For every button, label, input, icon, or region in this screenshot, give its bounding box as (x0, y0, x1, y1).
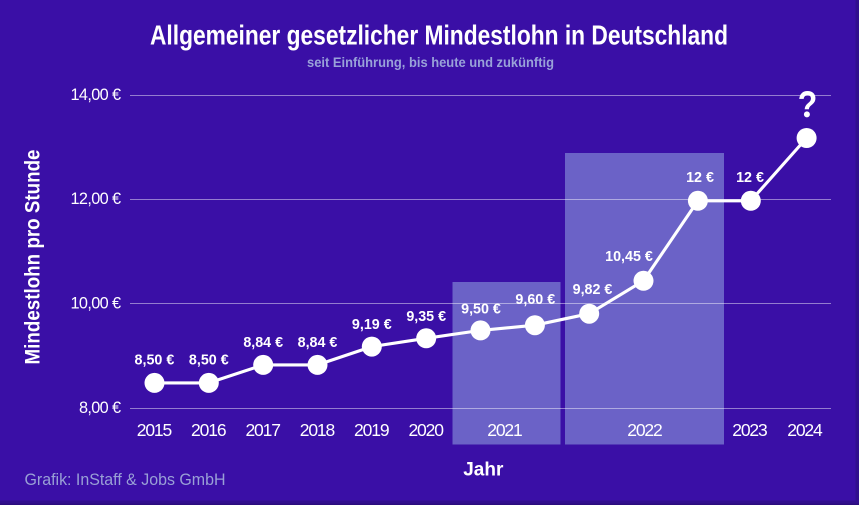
svg-text:9,50 €: 9,50 € (461, 301, 501, 317)
svg-text:2017: 2017 (245, 420, 281, 440)
svg-text:2023: 2023 (732, 420, 768, 440)
svg-text:Grafik: InStaff & Jobs GmbH: Grafik: InStaff & Jobs GmbH (25, 470, 226, 489)
svg-text:9,19 €: 9,19 € (352, 317, 392, 333)
svg-text:8,50 €: 8,50 € (135, 353, 175, 369)
svg-text:10,00 €: 10,00 € (71, 295, 122, 313)
svg-text:Allgemeiner gesetzlicher Minde: Allgemeiner gesetzlicher Mindestlohn in … (150, 20, 728, 51)
svg-text:2015: 2015 (137, 420, 173, 440)
svg-text:2016: 2016 (191, 420, 227, 440)
svg-text:9,35 €: 9,35 € (406, 309, 446, 325)
svg-text:8,84 €: 8,84 € (243, 335, 283, 351)
svg-text:8,50 €: 8,50 € (189, 353, 229, 369)
svg-text:9,82 €: 9,82 € (573, 282, 613, 298)
svg-text:10,45 €: 10,45 € (605, 249, 653, 265)
svg-text:Mindestlohn pro Stunde: Mindestlohn pro Stunde (22, 150, 45, 365)
svg-text:8,00 €: 8,00 € (79, 399, 121, 417)
svg-text:2022: 2022 (627, 420, 663, 440)
svg-text:14,00 €: 14,00 € (71, 86, 122, 104)
svg-text:12 €: 12 € (736, 170, 764, 186)
svg-text:2019: 2019 (354, 420, 390, 440)
svg-text:12 €: 12 € (686, 170, 714, 186)
svg-text:9,60 €: 9,60 € (515, 292, 555, 308)
svg-text:?: ? (798, 84, 818, 125)
svg-text:seit Einführung, bis heute und: seit Einführung, bis heute und zukünftig (307, 55, 554, 70)
svg-text:8,84 €: 8,84 € (298, 335, 338, 351)
svg-text:Jahr: Jahr (463, 460, 504, 481)
svg-text:2020: 2020 (408, 420, 444, 440)
svg-text:2018: 2018 (300, 420, 336, 440)
svg-text:2024: 2024 (787, 420, 823, 440)
svg-text:12,00 €: 12,00 € (71, 190, 122, 208)
svg-text:2021: 2021 (487, 420, 523, 440)
